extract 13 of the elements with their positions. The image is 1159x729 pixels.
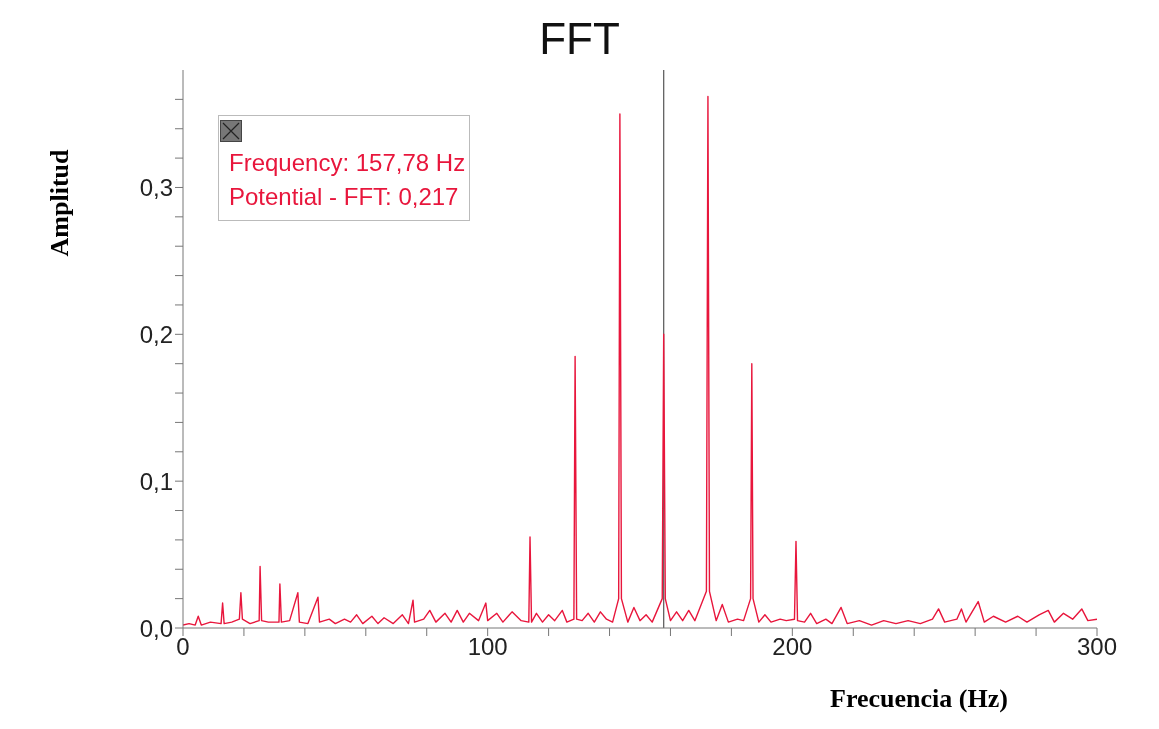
x-axis-title: Frecuencia (Hz)	[830, 684, 1008, 714]
x-tick-label: 100	[467, 633, 508, 661]
annotation: Potential - FFT: 0,217	[229, 182, 460, 212]
y-tick-label: 0,0	[139, 614, 173, 642]
annotation: Frequency: 157,78 Hz	[229, 148, 466, 178]
y-tick-label: 0,3	[139, 173, 173, 201]
y-tick-label: 0,2	[139, 320, 173, 348]
x-tick-label: 200	[772, 633, 813, 661]
y-axis-title: Amplitud	[45, 149, 75, 257]
y-tick-label: 0,1	[139, 467, 173, 495]
x-tick-label: 300	[1076, 633, 1118, 661]
x-tick-label: 0	[176, 633, 190, 661]
chart-title: FFT	[538, 14, 621, 64]
